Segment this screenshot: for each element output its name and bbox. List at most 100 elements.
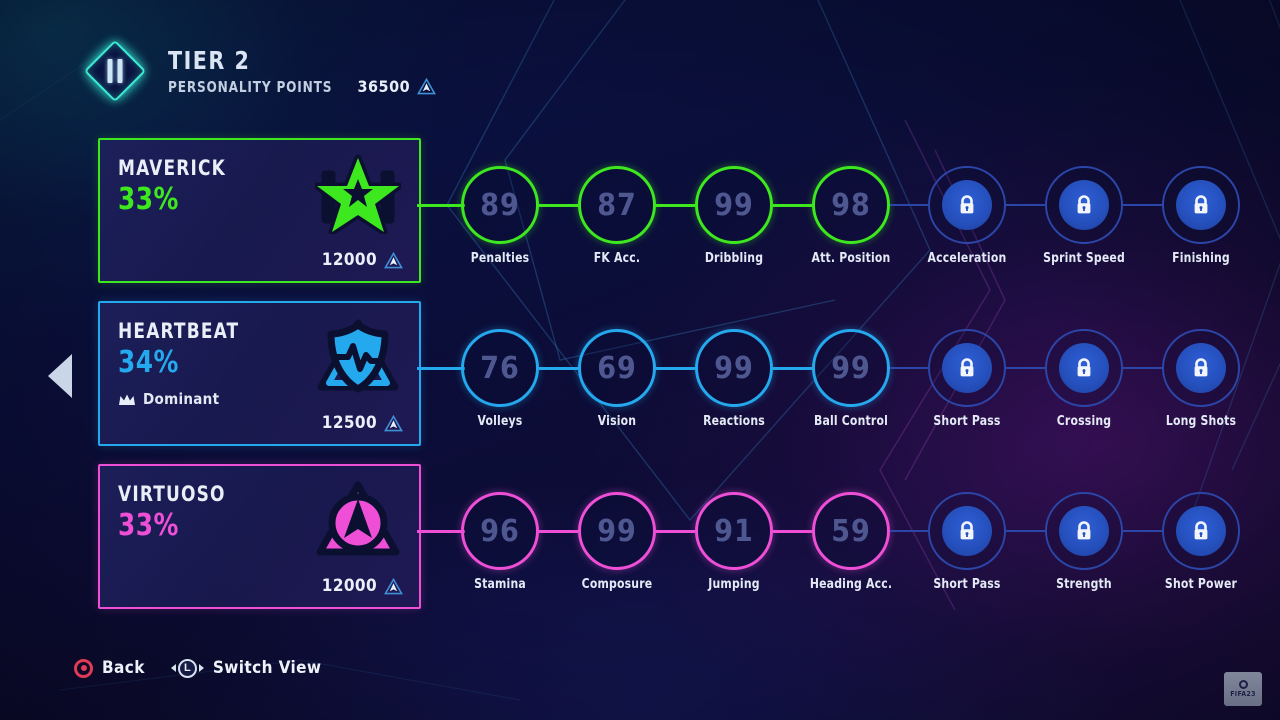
card-tag: Dominant [118,390,401,408]
connector [656,204,695,207]
skill-node-label: Acceleration [927,251,1007,266]
connector [1123,204,1162,206]
lock-icon [1176,506,1226,556]
skill-node-label: Reactions [703,414,765,429]
connector [773,204,812,207]
tier-header: TIER 2 PERSONALITY POINTS 36500 [78,34,437,108]
skill-node-acceleration[interactable]: Acceleration [928,166,1006,266]
skill-node-shot-power[interactable]: Shot Power [1162,492,1240,592]
skill-node-label: Ball Control [813,414,889,429]
skill-value: 99 [714,350,754,386]
skill-node-volleys[interactable]: 76 Volleys [461,329,539,429]
fifa-logo: FIFA23 [1224,672,1262,706]
connector-stub [417,367,465,370]
skill-node-jumping[interactable]: 91 Jumping [695,492,773,592]
skill-node-dribbling[interactable]: 99 Dribbling [695,166,773,266]
skill-value: 69 [597,350,637,386]
archetype-card-maverick[interactable]: MAVERICK 33% 12000 [98,138,421,283]
skill-node-label: Heading Acc. [809,577,893,592]
archetype-progress-percent: 33% [118,508,179,543]
skill-node-label: Stamina [474,577,526,592]
skill-node-label: Long Shots [1165,414,1237,429]
skill-value: 91 [714,513,754,549]
connector [1006,530,1045,532]
archetype-cost: 12500 [322,413,403,433]
skill-node-short-pass[interactable]: Short Pass [928,492,1006,592]
card-tag-label: Dominant [143,390,220,408]
connector [539,367,578,370]
personality-points-triangle-icon [384,251,403,269]
personality-points-label: PERSONALITY POINTS [168,77,333,96]
lock-icon [1176,343,1226,393]
personality-points-triangle-icon [384,577,403,595]
skill-node-crossing[interactable]: Crossing [1045,329,1123,429]
skill-node-heading-acc[interactable]: 59 Heading Acc. [810,492,892,592]
connector [1123,367,1162,369]
skill-node-label: Sprint Speed [1043,251,1125,266]
skill-node-label: Crossing [1056,414,1112,429]
connector [656,530,695,533]
archetype-name: VIRTUOSO [118,482,226,506]
personality-points-triangle-icon [417,77,437,95]
skill-node-label: Vision [597,414,637,429]
left-arrow-icon[interactable] [48,354,72,398]
connector-stub [417,204,465,207]
connector [773,367,812,370]
skill-node-penalties[interactable]: 89 Penalties [461,166,539,266]
skill-row-virtuoso: VIRTUOSO 33% 12000 96 [0,459,1280,619]
virtuoso-triangle-emblem [315,480,401,560]
skill-node-label: Att. Position [811,251,891,266]
skill-node-composure[interactable]: 99 Composure [578,492,656,592]
connector [773,530,812,533]
skill-node-long-shots[interactable]: Long Shots [1162,329,1240,429]
skill-node-finishing[interactable]: Finishing [1162,166,1240,266]
skill-node-label: Jumping [708,577,760,592]
skill-track-maverick: 89 Penalties 87 FK Acc. 99 Dribbling 98 [417,133,1280,293]
lock-icon [1059,343,1109,393]
skill-node-short-pass[interactable]: Short Pass [928,329,1006,429]
skill-node-label: Shot Power [1164,577,1238,592]
skill-node-fk-acc[interactable]: 87 FK Acc. [578,166,656,266]
connector [539,530,578,533]
switch-view-label: Switch View [212,658,322,678]
lock-icon [942,343,992,393]
skill-node-label: Strength [1056,577,1112,592]
skill-node-label: Short Pass [933,577,1001,592]
skill-value: 99 [597,513,637,549]
skill-track-heartbeat: 76 Volleys 69 Vision 99 Reactions 99 [417,296,1280,456]
skill-node-label: Short Pass [933,414,1001,429]
skill-node-strength[interactable]: Strength [1045,492,1123,592]
connector [1006,204,1045,206]
connector [656,367,695,370]
archetype-name: MAVERICK [118,156,227,180]
skill-node-label: Dribbling [704,251,764,266]
skill-node-sprint-speed[interactable]: Sprint Speed [1043,166,1125,266]
skill-row-heartbeat: HEARTBEAT 34% Dominant 12500 [0,296,1280,456]
skill-node-stamina[interactable]: 96 Stamina [461,492,539,592]
skill-node-label: Composure [581,577,653,592]
archetype-card-heartbeat[interactable]: HEARTBEAT 34% Dominant 12500 [98,301,421,446]
connector [890,367,928,369]
circle-button-icon [74,658,93,678]
skill-node-vision[interactable]: 69 Vision [578,329,656,429]
personality-points-triangle-icon [384,414,403,432]
skill-value: 96 [480,513,520,549]
skill-value: 87 [597,187,637,223]
skill-node-ball-control[interactable]: 99 Ball Control [812,329,890,429]
archetype-progress-percent: 33% [118,182,179,217]
skill-node-label: Volleys [477,414,523,429]
crown-icon [118,393,136,406]
switch-view-button[interactable]: L Switch View [170,658,322,678]
heartbeat-shield-emblem [315,317,401,397]
skill-value: 98 [831,187,871,223]
skill-value: 76 [480,350,520,386]
fifa-logo-text: FIFA23 [1230,690,1256,698]
archetype-cost: 12000 [322,576,403,596]
skill-node-att-position[interactable]: 98 Att. Position [812,166,890,266]
back-button[interactable]: Back [74,658,145,678]
left-stick-icon: L [170,658,204,678]
skill-node-reactions[interactable]: 99 Reactions [695,329,773,429]
archetype-card-virtuoso[interactable]: VIRTUOSO 33% 12000 [98,464,421,609]
lock-icon [1059,180,1109,230]
connector-stub [417,530,465,533]
